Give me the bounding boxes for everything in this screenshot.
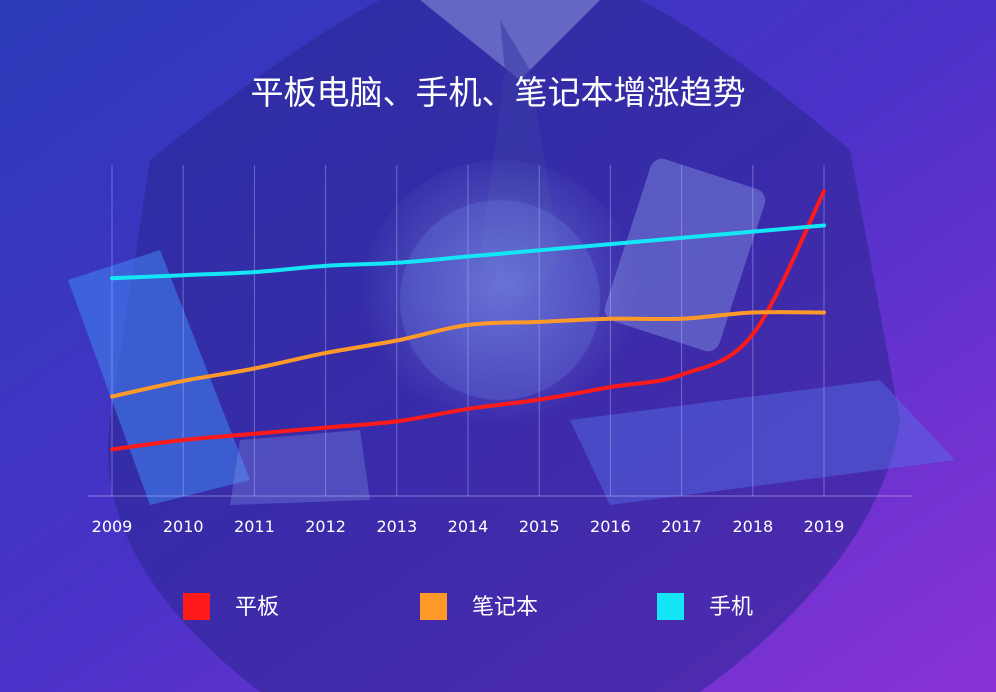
x-tick-label-2010: 2010 <box>163 517 204 536</box>
x-tick-label-2015: 2015 <box>519 517 560 536</box>
legend-swatch-2 <box>657 593 684 620</box>
series-line-1 <box>110 310 826 399</box>
x-tick-label-2017: 2017 <box>661 517 702 536</box>
legend-swatch-1 <box>420 593 447 620</box>
legend-label-1: 笔记本 <box>472 595 538 620</box>
x-tick-label-2019: 2019 <box>804 517 845 536</box>
legend-swatch-0 <box>183 593 210 620</box>
x-tick-label-2011: 2011 <box>234 517 275 536</box>
x-tick-label-2016: 2016 <box>590 517 631 536</box>
series-line-2 <box>110 223 826 281</box>
x-tick-label-2013: 2013 <box>376 517 417 536</box>
legend-item-1: 笔记本 <box>420 593 538 620</box>
legend-item-0: 平板 <box>183 593 279 620</box>
x-tick-label-2012: 2012 <box>305 517 346 536</box>
x-axis-tick-labels: 2009 2010 2011 2012 2013 2014 2015 2016 2017 2018… <box>92 517 845 536</box>
x-tick-label-2018: 2018 <box>732 517 773 536</box>
series-lines <box>110 189 826 452</box>
legend-label-0: 平板 <box>235 595 279 620</box>
legend-label-2: 手机 <box>709 595 753 620</box>
legend: 平板 笔记本 手机 <box>183 593 753 620</box>
series-line-0 <box>110 189 826 452</box>
x-tick-label-2014: 2014 <box>448 517 489 536</box>
x-tick-label-2009: 2009 <box>92 517 133 536</box>
legend-item-2: 手机 <box>657 593 753 620</box>
chart-title: 平板电脑、手机、笔记本增涨趋势 <box>251 73 746 112</box>
